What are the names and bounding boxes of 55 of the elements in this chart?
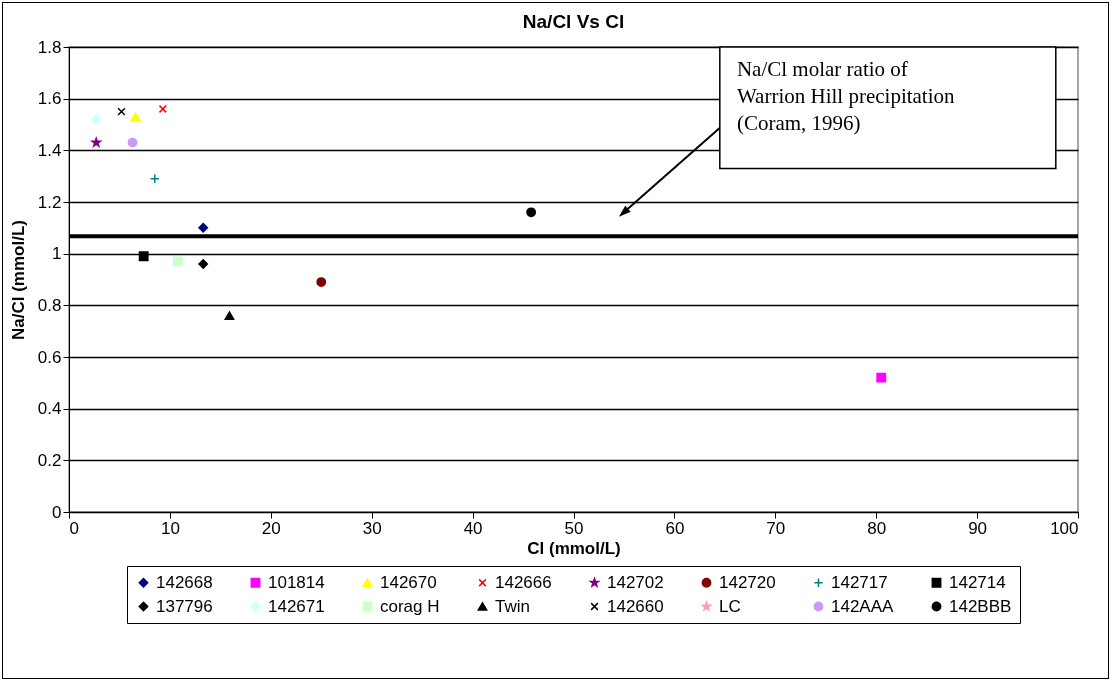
legend-label: Twin — [495, 596, 530, 616]
legend-label: 101814 — [268, 572, 325, 592]
legend-label: 137796 — [156, 596, 213, 616]
legend-label: 142660 — [607, 596, 664, 616]
x-tick-label: 20 — [261, 518, 281, 538]
y-axis-title: Na/Cl (mmol/L) — [8, 220, 28, 340]
point — [316, 277, 327, 288]
point — [876, 372, 887, 383]
chart-title: Na/Cl Vs Cl — [522, 11, 625, 32]
x-tick-label: 10 — [160, 518, 180, 538]
y-tick-label: 0.2 — [37, 450, 62, 470]
x-axis-title: Cl (mmol/L) — [527, 538, 621, 558]
legend-label: 142666 — [495, 572, 552, 592]
x-tick-label: 90 — [968, 518, 988, 538]
y-tick-label: 1.4 — [37, 140, 62, 160]
legend-label: 142668 — [156, 572, 213, 592]
x-tick-label: 50 — [564, 518, 584, 538]
y-tick-label: 1.8 — [37, 37, 62, 57]
legend-label: 142720 — [719, 572, 776, 592]
x-tick-label: 0 — [69, 518, 79, 538]
x-tick-label: 70 — [766, 518, 786, 538]
legend-label: 142717 — [831, 572, 888, 592]
point — [130, 112, 141, 122]
legend-label: 142671 — [268, 596, 325, 616]
y-tick-label: 1.2 — [37, 192, 62, 212]
x-tick-label: 40 — [463, 518, 483, 538]
y-tick-label: 0.4 — [37, 399, 62, 419]
y-tick-label: 0.8 — [37, 295, 62, 315]
x-tick-label: 80 — [867, 518, 887, 538]
point — [198, 259, 209, 269]
legend-label: 142670 — [380, 572, 437, 592]
point — [127, 137, 138, 148]
legend-label: corag H — [380, 596, 440, 616]
y-tick-label: 0.6 — [37, 347, 62, 367]
legend-label: LC — [719, 596, 741, 616]
x-tick-label: 30 — [362, 518, 382, 538]
point — [149, 173, 160, 184]
y-tick-label: 0 — [52, 502, 62, 522]
y-tick-label: 1 — [52, 244, 62, 264]
legend-label: 142702 — [607, 572, 664, 592]
annotation: Na/Cl molar ratio of Warrion Hill precipitation (Coram, 1996) — [736, 56, 956, 135]
y-tick-label: 1.6 — [37, 89, 62, 109]
x-tick-label: 100 — [1050, 518, 1079, 538]
point — [158, 104, 167, 114]
point — [224, 311, 235, 321]
point — [198, 222, 209, 233]
point — [526, 207, 537, 218]
x-tick-label: 60 — [665, 518, 685, 538]
legend-label: 142714 — [949, 572, 1006, 592]
legend-label: 142BBB — [949, 596, 1012, 616]
legend-label: 142AAA — [831, 596, 895, 616]
point — [91, 114, 102, 125]
point — [173, 256, 183, 267]
point — [138, 251, 149, 262]
point — [117, 107, 126, 116]
